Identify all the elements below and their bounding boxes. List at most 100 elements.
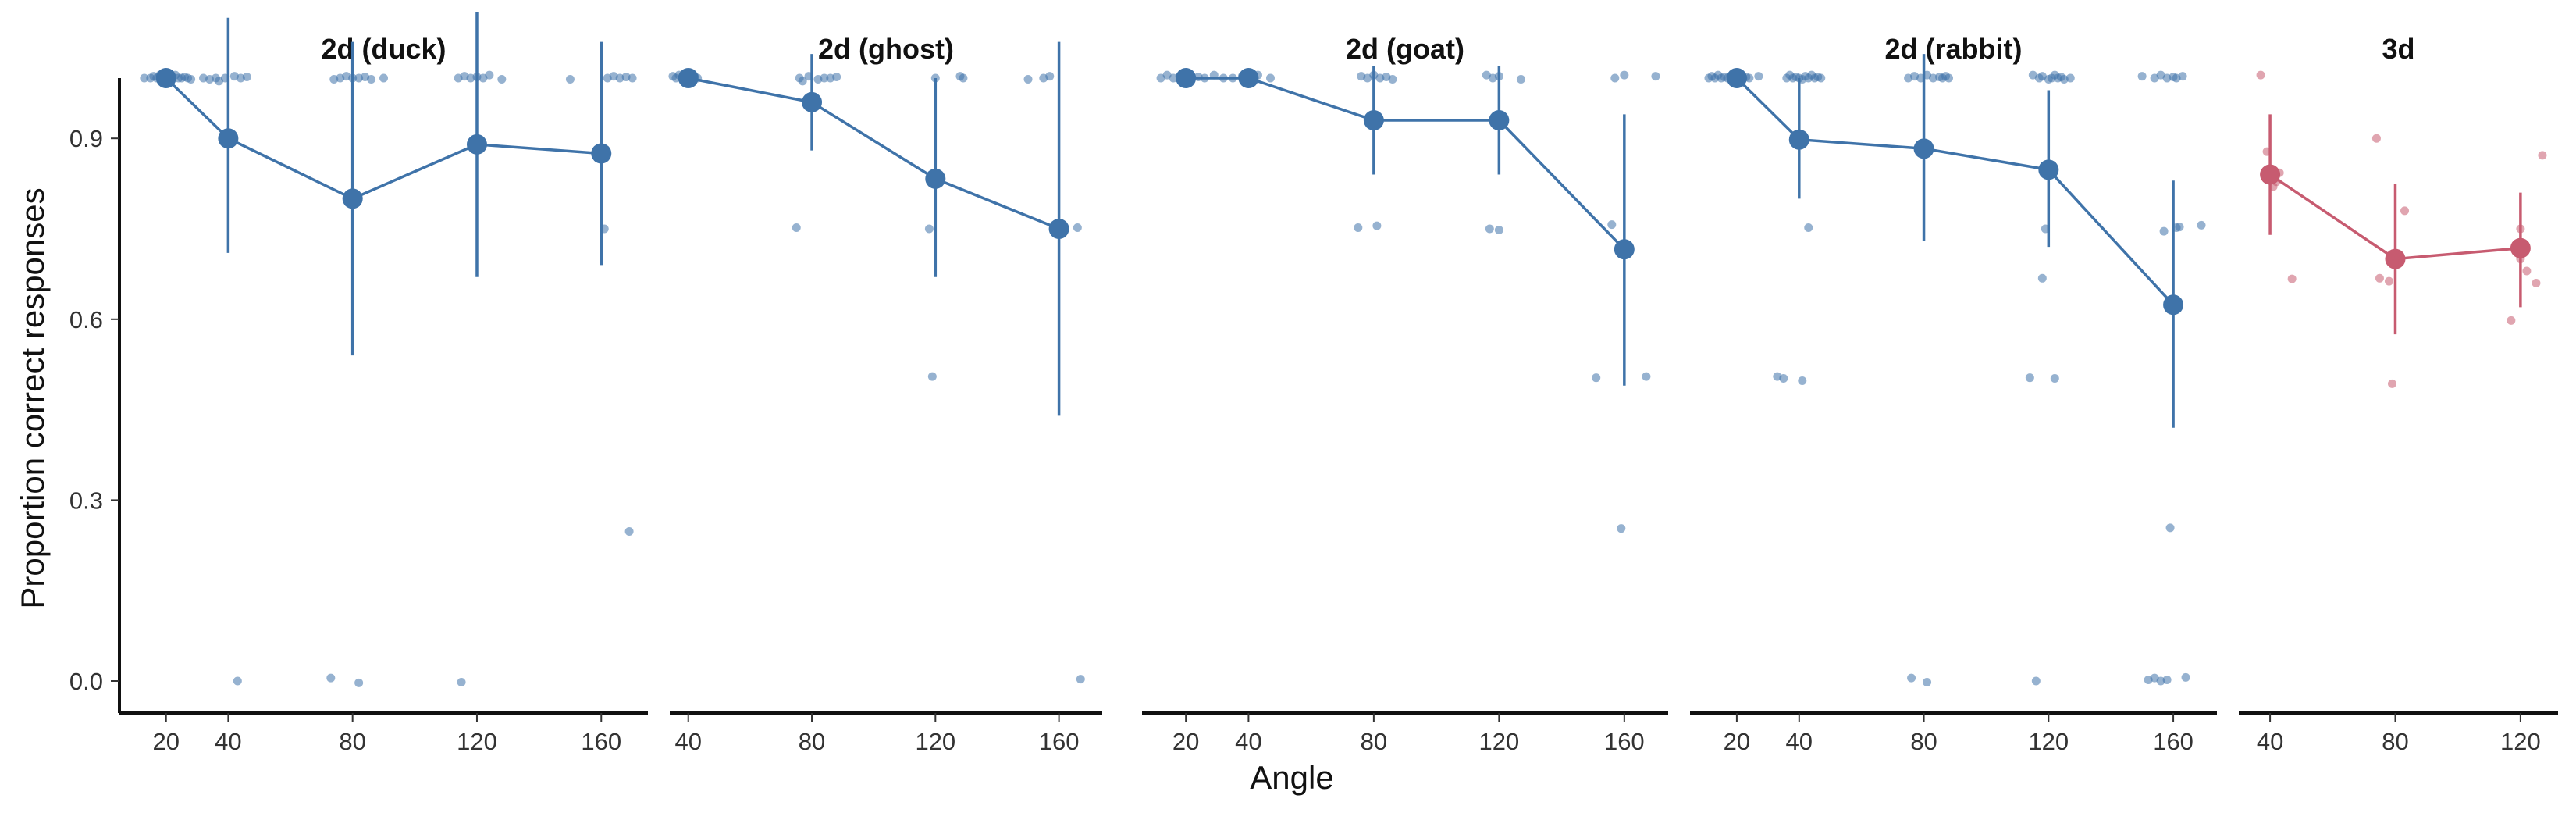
mean-point <box>218 128 239 149</box>
data-point <box>2384 276 2393 286</box>
panel-3: 2d (rabbit) 20 40 80 120 160 <box>1690 33 2217 755</box>
data-point <box>2532 278 2541 287</box>
data-point <box>2178 72 2187 81</box>
data-point <box>2538 151 2547 160</box>
panel-title: 2d (ghost) <box>818 33 954 65</box>
data-point <box>379 73 388 83</box>
data-point <box>832 72 841 81</box>
data-point <box>628 73 637 83</box>
data-point <box>2175 223 2184 232</box>
data-point <box>1944 73 1954 83</box>
x-tick-label: 120 <box>2028 728 2069 755</box>
mean-point <box>1048 219 1069 239</box>
data-point <box>2522 266 2532 276</box>
data-point <box>2197 220 2206 230</box>
data-point <box>354 678 364 687</box>
data-point <box>2037 273 2047 283</box>
data-point <box>2387 379 2396 388</box>
data-point <box>1372 221 1382 230</box>
data-point <box>233 676 242 686</box>
mean-point <box>591 143 612 164</box>
data-point <box>2137 72 2147 81</box>
data-point <box>1073 223 1082 232</box>
mean-point <box>1726 68 1747 88</box>
data-point <box>367 75 376 84</box>
data-point <box>1592 373 1601 383</box>
panel-2: 2d (goat) 20 40 80 120 160 <box>1142 33 1668 755</box>
mean-point <box>802 91 823 112</box>
data-point <box>820 73 829 83</box>
mean-point <box>2385 248 2406 269</box>
data-point <box>2375 273 2384 283</box>
x-tick-label: 40 <box>1235 728 1261 755</box>
x-tick-label: 160 <box>1604 728 1645 755</box>
data-point <box>2400 206 2410 216</box>
data-point <box>927 372 937 381</box>
data-point <box>140 73 149 83</box>
x-tick-label: 20 <box>152 728 179 755</box>
data-point <box>2371 134 2381 143</box>
data-point <box>2507 316 2516 325</box>
x-axis-label: Angle <box>1250 759 1333 796</box>
x-tick-label: 80 <box>2382 728 2408 755</box>
mean-line <box>688 77 1060 230</box>
data-point <box>2025 373 2034 383</box>
data-point <box>1516 75 1525 84</box>
data-point <box>959 73 968 83</box>
data-point <box>1779 373 1788 383</box>
panel-4: 3d 40 80 120 <box>2239 33 2558 755</box>
data-point <box>1485 224 1494 234</box>
data-point <box>2031 676 2041 686</box>
panel-0: 2d (duck) 20 40 80 120 160 <box>119 12 648 755</box>
mean-point <box>678 68 699 88</box>
x-tick-label: 80 <box>799 728 825 755</box>
data-point <box>2165 523 2175 533</box>
data-point <box>326 673 336 683</box>
mean-point <box>342 188 363 209</box>
mean-point <box>1176 68 1197 88</box>
x-tick-label: 160 <box>2153 728 2194 755</box>
mean-point <box>2038 159 2059 180</box>
mean-point <box>2260 164 2281 185</box>
x-tick-label: 160 <box>1039 728 1080 755</box>
x-tick-label: 20 <box>1724 728 1750 755</box>
mean-point <box>2163 294 2184 316</box>
mean-point <box>1489 110 1510 131</box>
data-point <box>1354 223 1363 232</box>
x-tick-label: 80 <box>339 728 365 755</box>
data-point <box>1798 376 1807 386</box>
data-point <box>1607 220 1617 230</box>
x-tick-label: 120 <box>915 728 955 755</box>
x-tick-label: 80 <box>1910 728 1937 755</box>
data-point <box>924 224 934 234</box>
panel-1: 2d (ghost) 40 80 120 160 <box>668 33 1102 755</box>
data-point <box>187 75 196 84</box>
x-tick-label: 40 <box>1786 728 1813 755</box>
data-point <box>2065 73 2075 83</box>
data-point <box>1816 73 1826 83</box>
mean-point <box>1614 239 1635 260</box>
x-tick-label: 120 <box>2500 728 2541 755</box>
panel-title: 2d (rabbit) <box>1885 33 2023 65</box>
data-point <box>2159 226 2169 236</box>
data-point <box>497 75 507 84</box>
mean-point <box>1913 138 1934 159</box>
data-point <box>1617 524 1626 533</box>
y-tick-label: 0.3 <box>69 487 103 514</box>
mean-line <box>1735 77 2175 306</box>
data-point <box>1804 223 1813 232</box>
x-tick-label: 40 <box>675 728 702 755</box>
data-point <box>1642 372 1651 381</box>
x-tick-label: 80 <box>1361 728 1387 755</box>
x-tick-label: 40 <box>2257 728 2283 755</box>
x-tick-label: 120 <box>457 728 497 755</box>
x-tick-label: 160 <box>581 728 621 755</box>
mean-point <box>925 168 946 189</box>
x-tick-label: 120 <box>1478 728 1519 755</box>
y-axis-label: Proportion correct responses <box>14 187 51 608</box>
data-point <box>1651 72 1660 81</box>
x-tick-label: 40 <box>215 728 241 755</box>
mean-line <box>1186 77 1626 251</box>
data-point <box>1494 226 1503 235</box>
